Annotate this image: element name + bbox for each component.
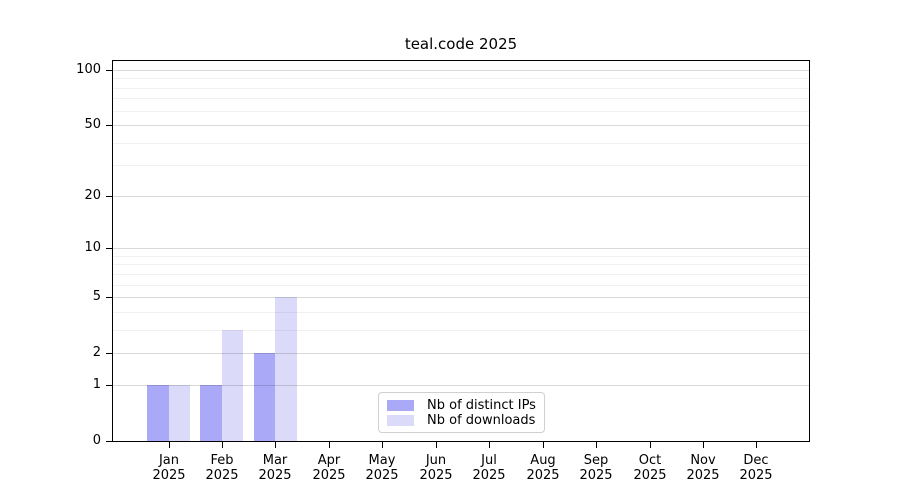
bar-downloads xyxy=(168,385,190,441)
bar-downloads xyxy=(221,329,244,441)
gridline-minor xyxy=(113,284,809,286)
gridline-major xyxy=(113,248,809,250)
gridline-minor xyxy=(113,273,809,275)
x-tick-label: Jan 2025 xyxy=(152,453,186,483)
y-tick-mark xyxy=(106,353,112,354)
x-tick-mark xyxy=(543,442,544,448)
x-tick-label: Apr 2025 xyxy=(312,453,346,483)
gridline-minor xyxy=(113,98,809,100)
y-tick-label: 20 xyxy=(84,188,101,203)
y-tick-mark xyxy=(106,196,112,197)
x-tick-label: Oct 2025 xyxy=(633,453,667,483)
x-tick-mark xyxy=(436,442,437,448)
legend-swatch-downloads-icon xyxy=(387,415,414,426)
x-tick-mark xyxy=(703,442,704,448)
bar-distinct-ips xyxy=(147,385,169,441)
x-tick-label: Sep 2025 xyxy=(579,453,613,483)
gridline-major xyxy=(113,70,809,71)
y-tick-label: 100 xyxy=(76,62,101,77)
x-tick-label: Nov 2025 xyxy=(686,453,720,483)
y-tick-mark xyxy=(106,248,112,249)
gridline-major xyxy=(113,297,809,298)
x-tick-label: Aug 2025 xyxy=(526,453,560,483)
gridline-minor xyxy=(113,264,809,266)
y-tick-label: 2 xyxy=(92,345,101,360)
chart-title: teal.code 2025 xyxy=(404,35,518,53)
y-tick-label: 10 xyxy=(84,240,101,255)
x-tick-label: Feb 2025 xyxy=(205,453,239,483)
x-tick-mark xyxy=(222,442,223,448)
gridline-major xyxy=(113,385,809,387)
y-tick-mark xyxy=(106,441,112,442)
gridline-minor xyxy=(113,165,809,166)
bars-layer xyxy=(113,61,809,441)
gridline-minor xyxy=(113,329,809,331)
y-tick-label: 0 xyxy=(92,433,101,448)
gridline-minor xyxy=(113,87,809,89)
bar-downloads xyxy=(275,296,297,441)
legend: Nb of distinct IPs Nb of downloads xyxy=(378,392,545,433)
y-tick-mark xyxy=(106,125,112,126)
legend-label-distinct-ips: Nb of distinct IPs xyxy=(427,398,536,413)
x-tick-mark xyxy=(756,442,757,448)
grid-layer xyxy=(113,61,809,441)
gridline-minor xyxy=(113,110,809,112)
gridline-minor xyxy=(113,78,809,80)
gridline-major xyxy=(113,196,809,198)
gridline-minor xyxy=(113,311,809,313)
y-tick-label: 50 xyxy=(84,117,101,132)
gridline-major xyxy=(113,124,809,126)
bar-distinct-ips xyxy=(200,385,222,441)
x-tick-mark xyxy=(275,442,276,448)
legend-swatch-distinct-ips-icon xyxy=(387,400,414,411)
bar-distinct-ips xyxy=(253,352,276,441)
x-tick-mark xyxy=(596,442,597,448)
x-tick-label: May 2025 xyxy=(365,453,399,483)
x-tick-mark xyxy=(169,442,170,448)
x-tick-mark xyxy=(382,442,383,448)
gridline-major xyxy=(113,352,809,354)
y-tick-mark xyxy=(106,297,112,298)
legend-label-downloads: Nb of downloads xyxy=(427,413,536,428)
x-tick-mark xyxy=(489,442,490,448)
gridline-minor xyxy=(113,142,809,144)
gridline-minor xyxy=(113,255,809,257)
x-tick-label: Jun 2025 xyxy=(419,453,453,483)
x-tick-label: Dec 2025 xyxy=(739,453,773,483)
legend-item-distinct-ips: Nb of distinct IPs xyxy=(387,398,536,413)
plot-area xyxy=(112,60,810,442)
legend-item-downloads: Nb of downloads xyxy=(387,413,536,428)
y-tick-label: 1 xyxy=(92,377,101,392)
y-tick-mark xyxy=(106,385,112,386)
x-tick-label: Mar 2025 xyxy=(258,453,292,483)
y-tick-label: 5 xyxy=(92,289,101,304)
x-tick-mark xyxy=(650,442,651,448)
x-tick-mark xyxy=(329,442,330,448)
x-tick-label: Jul 2025 xyxy=(472,453,506,483)
y-tick-mark xyxy=(106,70,112,71)
